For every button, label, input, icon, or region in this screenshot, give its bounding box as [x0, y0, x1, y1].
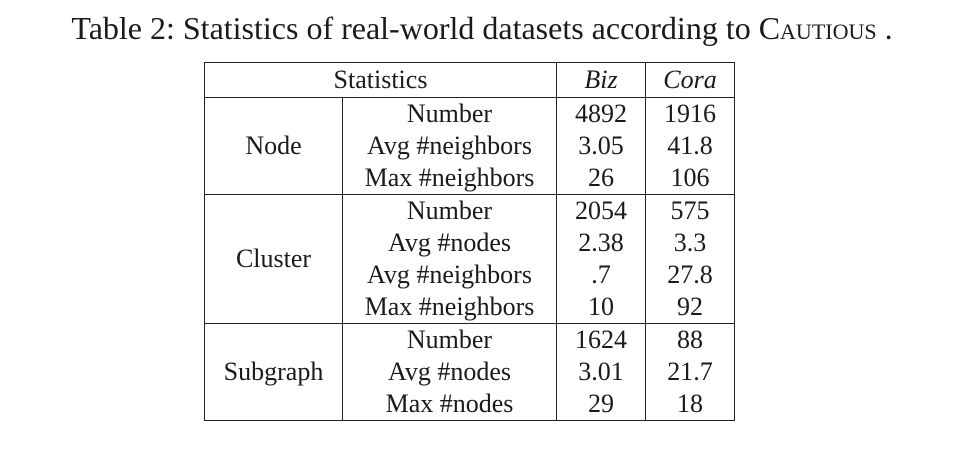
stat-label: Number	[342, 323, 557, 356]
biz-value: 2.38	[556, 227, 646, 259]
caption-system-name: Cautious	[758, 10, 877, 46]
biz-value: 3.01	[556, 356, 646, 388]
group-label-subgraph: Subgraph	[204, 323, 343, 421]
table-row: Avg #neighbors 3.05 41.8	[205, 130, 735, 162]
group-label-cluster: Cluster	[204, 194, 343, 324]
cora-value: 92	[645, 291, 735, 324]
caption-suffix: .	[876, 10, 893, 46]
caption-prefix: Table 2: Statistics of real-world datase…	[71, 10, 759, 46]
stat-label: Number	[342, 97, 557, 130]
cora-value: 21.7	[645, 356, 735, 388]
header-statistics: Statistics	[204, 62, 557, 98]
stat-label: Avg #neighbors	[342, 130, 557, 162]
biz-value: 1624	[556, 323, 646, 356]
biz-value: 3.05	[556, 130, 646, 162]
cora-value: 106	[645, 162, 735, 195]
table-row: Cluster Number 2054 575	[204, 194, 735, 324]
table-row: Max #neighbors 10 92	[205, 291, 735, 324]
cora-value: 3.3	[645, 227, 735, 259]
stat-label: Avg #nodes	[342, 227, 557, 259]
biz-value: 26	[556, 162, 646, 195]
table-row: Subgraph Number 1624 88	[204, 323, 735, 421]
table-row: Avg #nodes 2.38 3.3	[205, 227, 735, 259]
table-header-row: Statistics Biz Cora	[204, 62, 735, 98]
table-caption: Table 2: Statistics of real-world datase…	[0, 8, 964, 48]
cora-value: 27.8	[645, 259, 735, 291]
header-cora: Cora	[645, 62, 735, 98]
table-row: Max #neighbors 26 106	[205, 162, 735, 195]
cora-value: 575	[645, 194, 735, 227]
biz-value: 2054	[556, 194, 646, 227]
biz-value: 10	[556, 291, 646, 324]
group-label-node: Node	[204, 97, 343, 195]
stat-label: Max #nodes	[342, 388, 557, 421]
statistics-table: Statistics Biz Cora Node Number 4892 191…	[204, 62, 735, 421]
cora-value: 88	[645, 323, 735, 356]
biz-value: 29	[556, 388, 646, 421]
stat-label: Number	[342, 194, 557, 227]
table-row: Max #nodes 29 18	[205, 388, 735, 421]
stat-label: Avg #neighbors	[342, 259, 557, 291]
biz-value: .7	[556, 259, 646, 291]
stat-label: Avg #nodes	[342, 356, 557, 388]
stat-label: Max #neighbors	[342, 291, 557, 324]
header-biz: Biz	[556, 62, 646, 98]
cora-value: 18	[645, 388, 735, 421]
table-row: Avg #nodes 3.01 21.7	[205, 356, 735, 388]
table-row: Avg #neighbors .7 27.8	[205, 259, 735, 291]
stat-label: Max #neighbors	[342, 162, 557, 195]
biz-value: 4892	[556, 97, 646, 130]
table-row: Node Number 4892 1916	[204, 97, 735, 195]
cora-value: 41.8	[645, 130, 735, 162]
cora-value: 1916	[645, 97, 735, 130]
